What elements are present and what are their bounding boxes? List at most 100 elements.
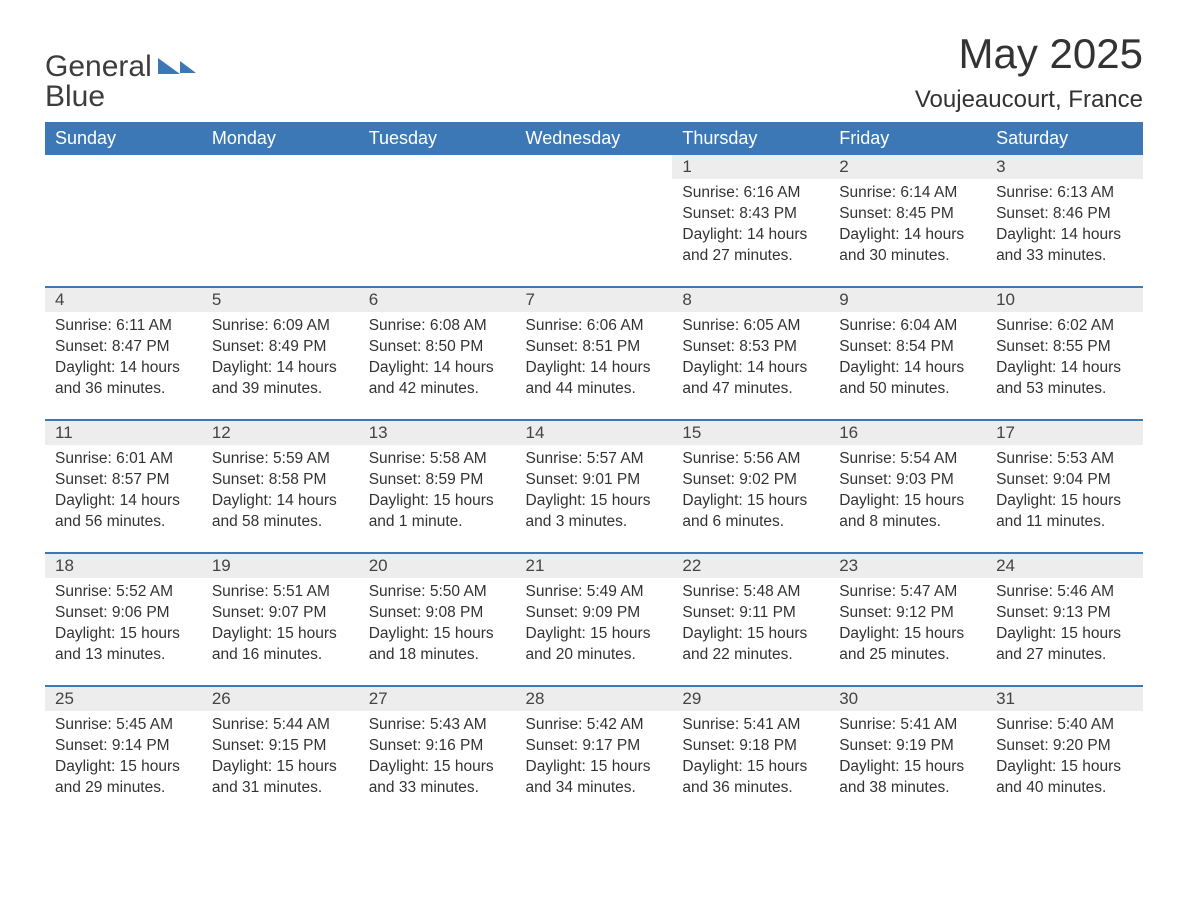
day-content-cell: Sunrise: 6:04 AMSunset: 8:54 PMDaylight:…: [829, 312, 986, 420]
sunset-text: Sunset: 9:16 PM: [369, 736, 506, 757]
sunset-text: Sunset: 9:09 PM: [526, 603, 663, 624]
weekday-header: Thursday: [672, 122, 829, 155]
day-number-row: 45678910: [45, 287, 1143, 312]
day-number-cell: 25: [45, 686, 202, 711]
day-content-cell: Sunrise: 5:54 AMSunset: 9:03 PMDaylight:…: [829, 445, 986, 553]
day-content-cell: Sunrise: 5:43 AMSunset: 9:16 PMDaylight:…: [359, 711, 516, 819]
day-content-cell: Sunrise: 5:48 AMSunset: 9:11 PMDaylight:…: [672, 578, 829, 686]
day-content-cell: Sunrise: 6:14 AMSunset: 8:45 PMDaylight:…: [829, 179, 986, 287]
daylight-text: Daylight: 14 hours and 53 minutes.: [996, 358, 1133, 400]
day-number-cell: 2: [829, 155, 986, 179]
day-content-row: Sunrise: 5:52 AMSunset: 9:06 PMDaylight:…: [45, 578, 1143, 686]
daylight-text: Daylight: 14 hours and 30 minutes.: [839, 225, 976, 267]
sunset-text: Sunset: 8:49 PM: [212, 337, 349, 358]
sunset-text: Sunset: 8:45 PM: [839, 204, 976, 225]
day-number-cell: 3: [986, 155, 1143, 179]
sunset-text: Sunset: 9:18 PM: [682, 736, 819, 757]
day-content-cell: Sunrise: 5:42 AMSunset: 9:17 PMDaylight:…: [516, 711, 673, 819]
day-number-cell: 1: [672, 155, 829, 179]
sunrise-text: Sunrise: 5:47 AM: [839, 582, 976, 603]
logo-text-general: General: [45, 52, 152, 82]
day-content-cell: Sunrise: 5:41 AMSunset: 9:18 PMDaylight:…: [672, 711, 829, 819]
sunset-text: Sunset: 9:19 PM: [839, 736, 976, 757]
sunrise-text: Sunrise: 5:59 AM: [212, 449, 349, 470]
day-number-cell: 21: [516, 553, 673, 578]
daylight-text: Daylight: 14 hours and 47 minutes.: [682, 358, 819, 400]
sunset-text: Sunset: 9:11 PM: [682, 603, 819, 624]
day-number-cell: 16: [829, 420, 986, 445]
title-block: May 2025 Voujeaucourt, France: [915, 30, 1143, 114]
day-number-cell: [359, 155, 516, 179]
day-number-row: 18192021222324: [45, 553, 1143, 578]
day-number-row: 11121314151617: [45, 420, 1143, 445]
sunset-text: Sunset: 9:03 PM: [839, 470, 976, 491]
sunset-text: Sunset: 9:07 PM: [212, 603, 349, 624]
sunrise-text: Sunrise: 5:44 AM: [212, 715, 349, 736]
day-content-cell: Sunrise: 5:44 AMSunset: 9:15 PMDaylight:…: [202, 711, 359, 819]
sunrise-text: Sunrise: 6:13 AM: [996, 183, 1133, 204]
page-header: General Blue May 2025 Voujeaucourt, Fran…: [45, 30, 1143, 114]
sunrise-text: Sunrise: 6:02 AM: [996, 316, 1133, 337]
day-content-cell: Sunrise: 5:57 AMSunset: 9:01 PMDaylight:…: [516, 445, 673, 553]
day-number-cell: 8: [672, 287, 829, 312]
daylight-text: Daylight: 15 hours and 6 minutes.: [682, 491, 819, 533]
sunset-text: Sunset: 8:50 PM: [369, 337, 506, 358]
sunset-text: Sunset: 9:17 PM: [526, 736, 663, 757]
day-content-cell: Sunrise: 5:53 AMSunset: 9:04 PMDaylight:…: [986, 445, 1143, 553]
day-number-cell: 17: [986, 420, 1143, 445]
day-number-cell: 27: [359, 686, 516, 711]
daylight-text: Daylight: 15 hours and 1 minute.: [369, 491, 506, 533]
calendar-table: SundayMondayTuesdayWednesdayThursdayFrid…: [45, 122, 1143, 819]
weekday-header: Friday: [829, 122, 986, 155]
daylight-text: Daylight: 14 hours and 27 minutes.: [682, 225, 819, 267]
daylight-text: Daylight: 15 hours and 38 minutes.: [839, 757, 976, 799]
sunrise-text: Sunrise: 5:54 AM: [839, 449, 976, 470]
sunset-text: Sunset: 9:08 PM: [369, 603, 506, 624]
daylight-text: Daylight: 15 hours and 8 minutes.: [839, 491, 976, 533]
sunrise-text: Sunrise: 6:14 AM: [839, 183, 976, 204]
weekday-header: Tuesday: [359, 122, 516, 155]
sunrise-text: Sunrise: 5:42 AM: [526, 715, 663, 736]
day-content-cell: Sunrise: 5:58 AMSunset: 8:59 PMDaylight:…: [359, 445, 516, 553]
day-number-cell: [45, 155, 202, 179]
sunrise-text: Sunrise: 6:04 AM: [839, 316, 976, 337]
day-number-cell: 4: [45, 287, 202, 312]
day-content-cell: Sunrise: 6:16 AMSunset: 8:43 PMDaylight:…: [672, 179, 829, 287]
daylight-text: Daylight: 15 hours and 16 minutes.: [212, 624, 349, 666]
sunrise-text: Sunrise: 6:16 AM: [682, 183, 819, 204]
sunrise-text: Sunrise: 5:41 AM: [839, 715, 976, 736]
weekday-header: Monday: [202, 122, 359, 155]
day-number-cell: 31: [986, 686, 1143, 711]
daylight-text: Daylight: 14 hours and 56 minutes.: [55, 491, 192, 533]
day-content-cell: Sunrise: 6:08 AMSunset: 8:50 PMDaylight:…: [359, 312, 516, 420]
sunset-text: Sunset: 8:47 PM: [55, 337, 192, 358]
daylight-text: Daylight: 14 hours and 39 minutes.: [212, 358, 349, 400]
sunrise-text: Sunrise: 5:53 AM: [996, 449, 1133, 470]
daylight-text: Daylight: 15 hours and 36 minutes.: [682, 757, 819, 799]
day-content-row: Sunrise: 6:16 AMSunset: 8:43 PMDaylight:…: [45, 179, 1143, 287]
day-content-cell: Sunrise: 5:45 AMSunset: 9:14 PMDaylight:…: [45, 711, 202, 819]
day-number-cell: 22: [672, 553, 829, 578]
logo-text-blue: Blue: [45, 80, 105, 113]
daylight-text: Daylight: 14 hours and 36 minutes.: [55, 358, 192, 400]
sunrise-text: Sunrise: 5:45 AM: [55, 715, 192, 736]
day-content-row: Sunrise: 5:45 AMSunset: 9:14 PMDaylight:…: [45, 711, 1143, 819]
logo-triangle-icon: [180, 61, 196, 73]
day-number-row: 123: [45, 155, 1143, 179]
sunset-text: Sunset: 8:53 PM: [682, 337, 819, 358]
daylight-text: Daylight: 15 hours and 31 minutes.: [212, 757, 349, 799]
sunset-text: Sunset: 8:59 PM: [369, 470, 506, 491]
day-number-cell: 6: [359, 287, 516, 312]
day-number-cell: 26: [202, 686, 359, 711]
logo: General Blue: [45, 30, 196, 112]
sunrise-text: Sunrise: 6:01 AM: [55, 449, 192, 470]
day-content-cell: Sunrise: 5:41 AMSunset: 9:19 PMDaylight:…: [829, 711, 986, 819]
day-number-cell: 19: [202, 553, 359, 578]
sunset-text: Sunset: 9:06 PM: [55, 603, 192, 624]
sunset-text: Sunset: 9:13 PM: [996, 603, 1133, 624]
daylight-text: Daylight: 14 hours and 33 minutes.: [996, 225, 1133, 267]
daylight-text: Daylight: 14 hours and 44 minutes.: [526, 358, 663, 400]
day-content-row: Sunrise: 6:01 AMSunset: 8:57 PMDaylight:…: [45, 445, 1143, 553]
day-content-cell: [45, 179, 202, 287]
sunset-text: Sunset: 9:01 PM: [526, 470, 663, 491]
